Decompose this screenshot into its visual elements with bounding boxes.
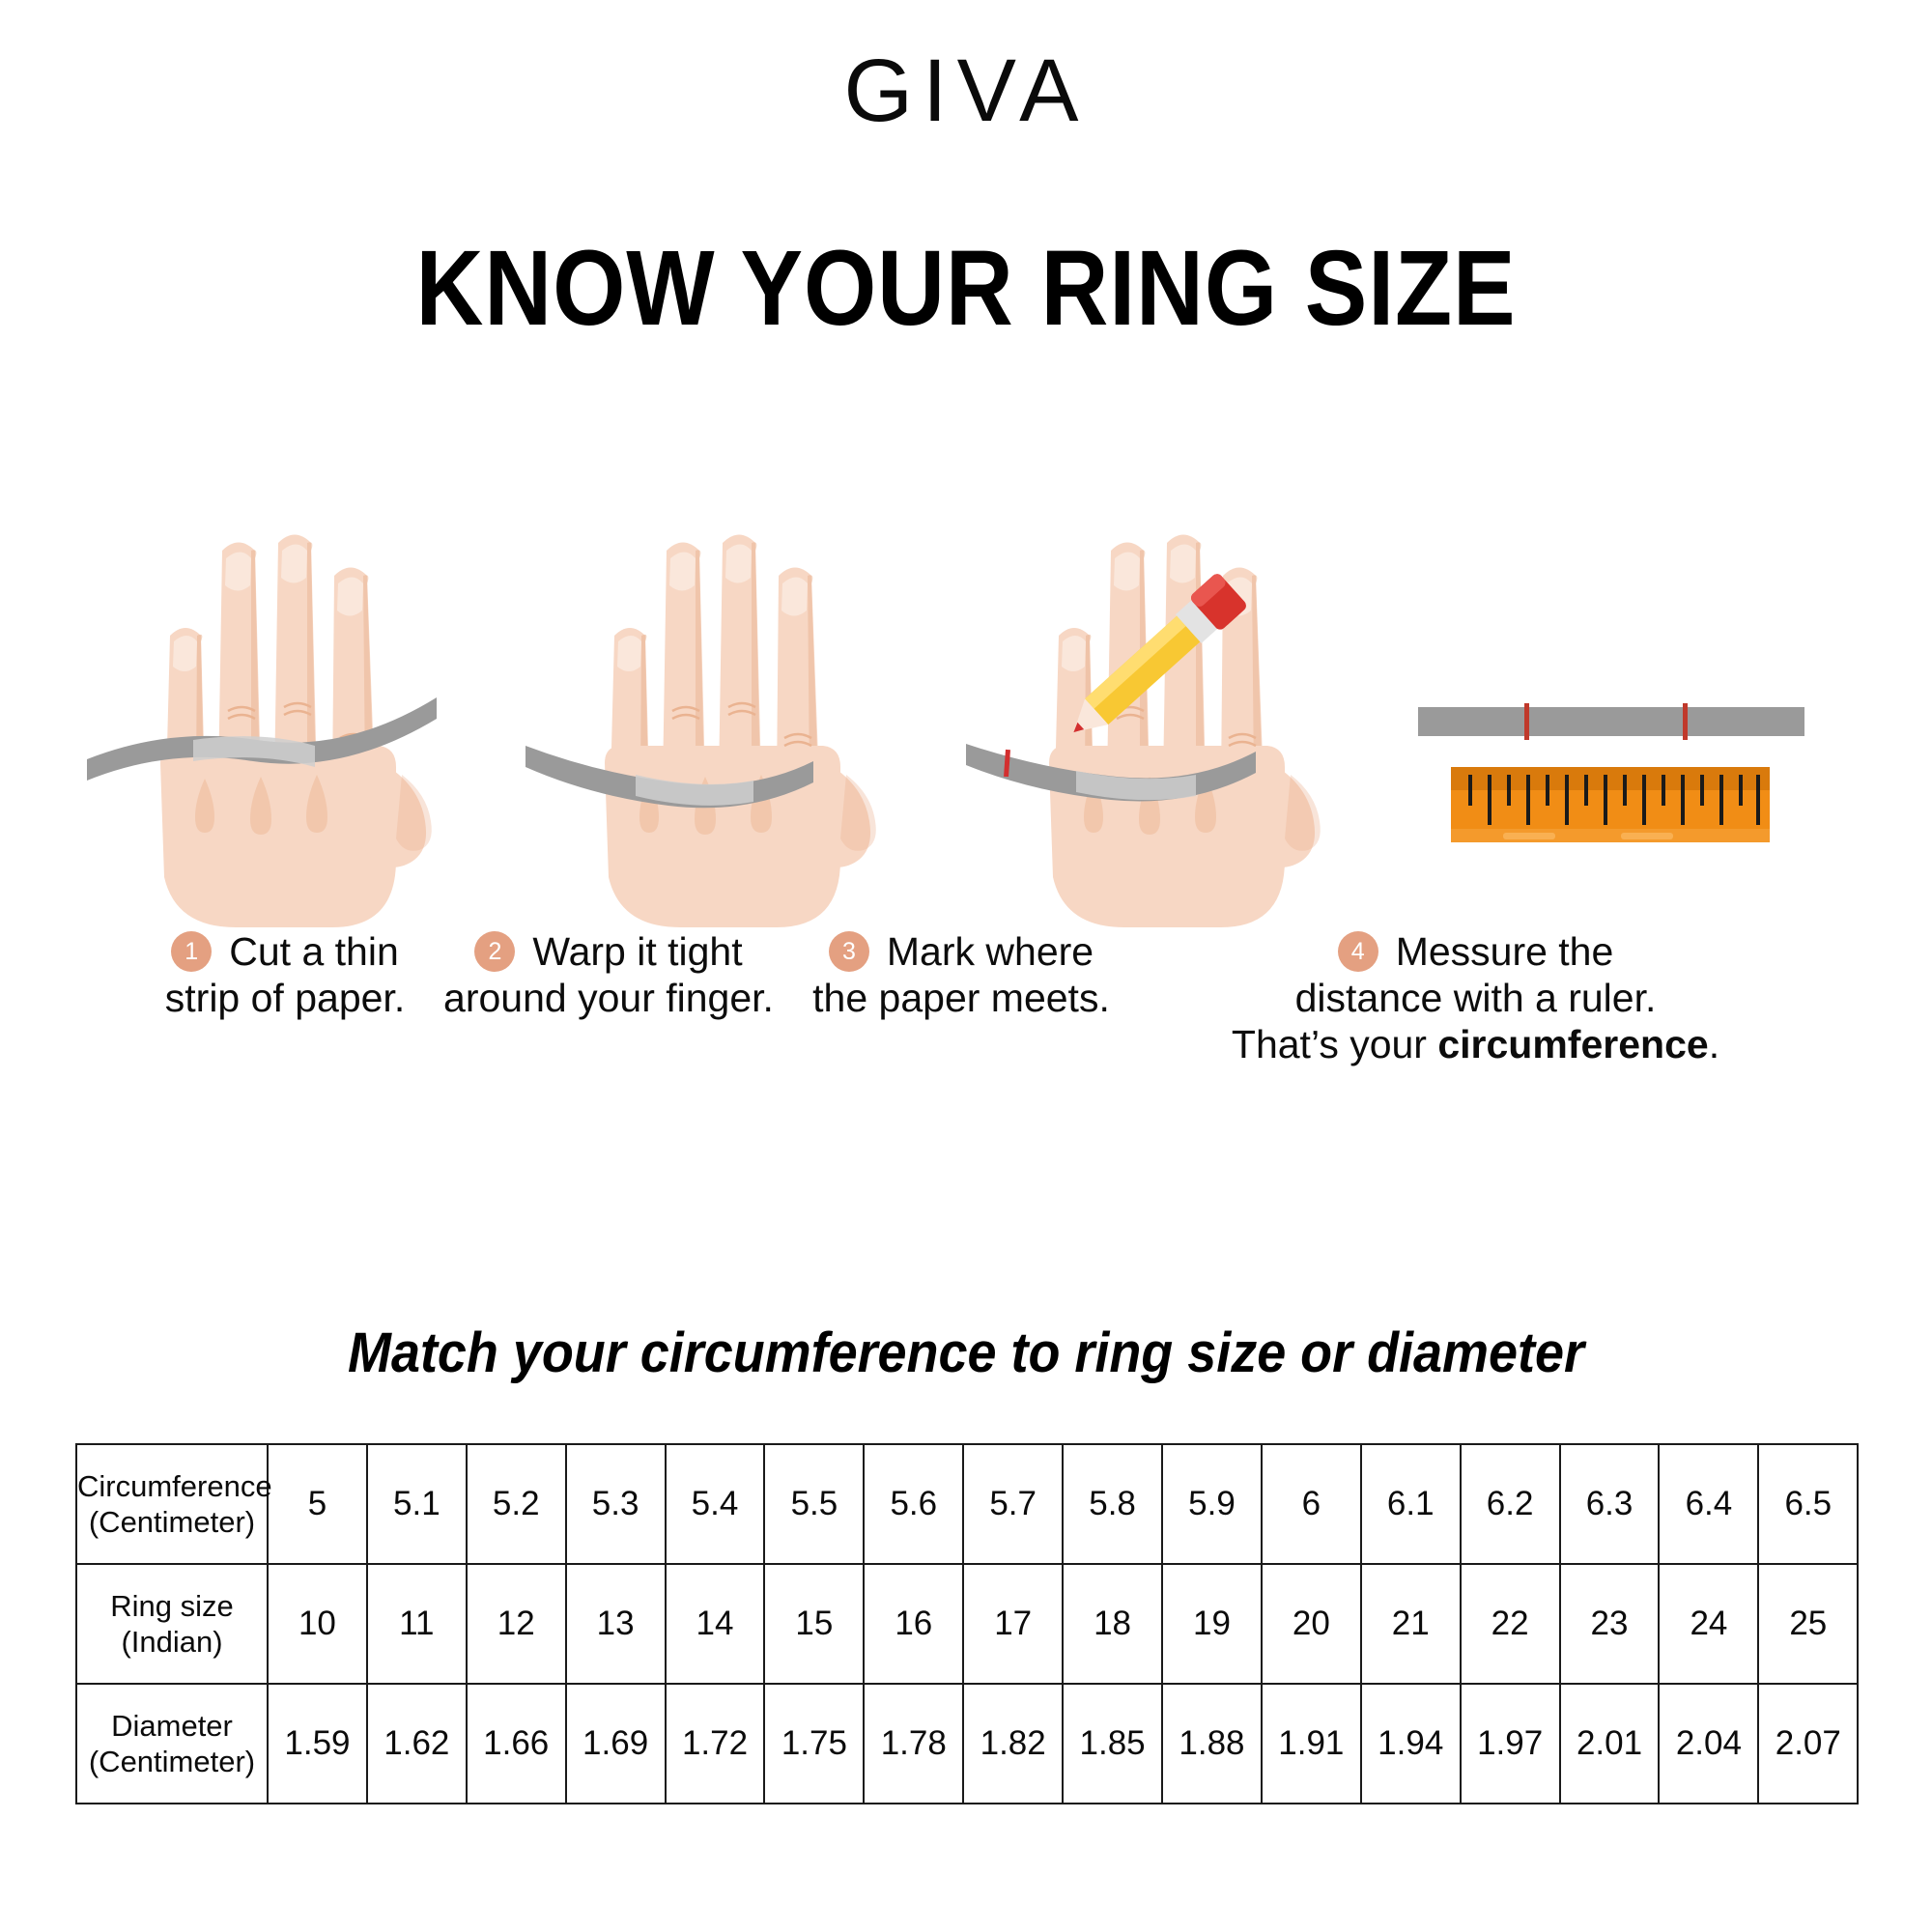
step-4-line-3-bold: circumference — [1437, 1021, 1709, 1066]
step-1-illustration — [77, 522, 502, 927]
cell-circumference-0: 5 — [267, 1443, 368, 1565]
cell-circumference-14: 6.4 — [1658, 1443, 1760, 1565]
cell-circumference-13: 6.3 — [1558, 1443, 1661, 1565]
row-label-line-1: Ring size — [110, 1588, 234, 1623]
cell-ringsize-14: 24 — [1658, 1563, 1760, 1685]
cell-diameter-5: 1.75 — [763, 1683, 866, 1804]
cell-circumference-6: 5.6 — [863, 1443, 965, 1565]
row-label-line-2: (Centimeter) — [88, 1745, 256, 1778]
cell-ringsize-4: 14 — [664, 1563, 766, 1685]
step-4-line-3-pre: That’s your — [1231, 1021, 1438, 1066]
cell-ringsize-12: 22 — [1459, 1563, 1561, 1685]
table-subtitle: Match your circumference to ring size or… — [348, 1321, 1584, 1384]
step-4-line-2: distance with a ruler. — [1294, 975, 1657, 1020]
cell-ringsize-6: 16 — [863, 1563, 965, 1685]
cell-diameter-7: 1.82 — [962, 1683, 1065, 1804]
table-row: Circumference (Centimeter) 5 5.1 5.2 5.3 … — [75, 1443, 1860, 1565]
step-captions: 1 Cut a thin strip of paper. 2 Warp it tig… — [58, 929, 1874, 1122]
step-3-caption: 3 Mark where the paper meets. — [734, 929, 1188, 1022]
cell-circumference-3: 5.3 — [564, 1443, 667, 1565]
cell-diameter-9: 1.88 — [1161, 1683, 1263, 1804]
cell-circumference-7: 5.7 — [962, 1443, 1065, 1565]
cell-circumference-8: 5.8 — [1062, 1443, 1164, 1565]
cell-diameter-1: 1.62 — [365, 1683, 468, 1804]
row-label-line-2: (Centimeter) — [88, 1505, 256, 1539]
paper-strip-icon — [87, 697, 437, 781]
cell-diameter-8: 1.85 — [1062, 1683, 1164, 1804]
cell-ringsize-15: 25 — [1757, 1563, 1860, 1685]
cell-ringsize-5: 15 — [763, 1563, 866, 1685]
cell-circumference-5: 5.5 — [763, 1443, 866, 1565]
step-2-line-1: Warp it tight — [532, 929, 743, 974]
step-2-caption: 2 Warp it tight around your finger. — [382, 929, 836, 1022]
hand-palm-icon — [605, 534, 876, 927]
pencil-icon — [1073, 574, 1246, 733]
step-4-line-3-post: . — [1708, 1021, 1720, 1066]
step-1-caption: 1 Cut a thin strip of paper. — [58, 929, 512, 1022]
cell-ringsize-11: 21 — [1359, 1563, 1462, 1685]
cell-diameter-12: 1.97 — [1459, 1683, 1561, 1804]
row-label-circumference: Circumference (Centimeter) — [75, 1443, 272, 1565]
step-4-caption: 4 Messure the distance with a ruler. That… — [1077, 929, 1874, 1068]
cell-diameter-10: 1.91 — [1260, 1683, 1362, 1804]
cell-circumference-2: 5.2 — [465, 1443, 567, 1565]
ring-size-table: Circumference (Centimeter) 5 5.1 5.2 5.3 … — [75, 1443, 1860, 1804]
cell-diameter-2: 1.66 — [465, 1683, 567, 1804]
row-label-ring-size: Ring size (Indian) — [75, 1563, 269, 1685]
cell-circumference-9: 5.9 — [1161, 1443, 1263, 1565]
row-label-line-1: Diameter — [111, 1708, 233, 1743]
hand-palm-icon — [1049, 534, 1321, 927]
row-label-diameter: Diameter (Centimeter) — [75, 1683, 269, 1804]
cell-circumference-12: 6.2 — [1459, 1443, 1561, 1565]
step-2-badge: 2 — [474, 931, 516, 972]
cell-ringsize-13: 23 — [1558, 1563, 1661, 1685]
cell-diameter-3: 1.69 — [564, 1683, 667, 1804]
paper-strip-icon — [1418, 703, 1804, 740]
step-2-line-2: around your finger. — [443, 975, 774, 1020]
brand-logo: GIVA — [843, 42, 1089, 140]
cell-ringsize-0: 10 — [267, 1563, 368, 1685]
page-title: KNOW YOUR RING SIZE — [415, 229, 1517, 348]
cell-diameter-15: 2.07 — [1757, 1683, 1860, 1804]
cell-ringsize-7: 17 — [962, 1563, 1065, 1685]
step-3-badge: 3 — [828, 931, 869, 972]
step-1-line-2: strip of paper. — [164, 975, 406, 1020]
ruler-icon — [1451, 767, 1770, 842]
cell-ringsize-8: 18 — [1062, 1563, 1164, 1685]
step-3-line-1: Mark where — [886, 929, 1094, 974]
step-4-badge: 4 — [1337, 931, 1378, 972]
row-label-line-1: Circumference — [77, 1468, 272, 1503]
table-row: Ring size (Indian) 10 11 12 13 14 15 16 1… — [75, 1563, 1860, 1685]
step-4-line-1: Messure the — [1395, 929, 1614, 974]
cell-diameter-6: 1.78 — [863, 1683, 965, 1804]
paper-strip-icon — [966, 744, 1256, 802]
hand-palm-icon — [160, 534, 432, 927]
step-1-line-1: Cut a thin — [229, 929, 399, 974]
cell-diameter-14: 2.04 — [1658, 1683, 1760, 1804]
cell-diameter-11: 1.94 — [1359, 1683, 1462, 1804]
paper-strip-icon — [526, 746, 813, 809]
cell-ringsize-10: 20 — [1260, 1563, 1362, 1685]
step-2-illustration — [522, 522, 947, 927]
step-illustrations — [58, 522, 1874, 927]
table-row: Diameter (Centimeter) 1.59 1.62 1.66 1.69… — [75, 1683, 1860, 1804]
cell-diameter-4: 1.72 — [664, 1683, 766, 1804]
cell-ringsize-2: 12 — [465, 1563, 567, 1685]
row-label-line-2: (Indian) — [121, 1625, 223, 1659]
cell-diameter-0: 1.59 — [267, 1683, 368, 1804]
cell-ringsize-1: 11 — [365, 1563, 468, 1685]
step-3-line-2: the paper meets. — [812, 975, 1110, 1020]
cell-circumference-4: 5.4 — [664, 1443, 766, 1565]
cell-diameter-13: 2.01 — [1558, 1683, 1661, 1804]
cell-circumference-10: 6 — [1260, 1443, 1362, 1565]
step-3-illustration — [966, 522, 1391, 927]
cell-ringsize-3: 13 — [564, 1563, 667, 1685]
cell-circumference-15: 6.5 — [1757, 1443, 1860, 1565]
step-1-badge: 1 — [171, 931, 213, 972]
mark-line — [1004, 749, 1010, 778]
cell-circumference-11: 6.1 — [1359, 1443, 1462, 1565]
cell-circumference-1: 5.1 — [365, 1443, 468, 1565]
step-4-illustration — [1410, 522, 1835, 927]
cell-ringsize-9: 19 — [1161, 1563, 1263, 1685]
